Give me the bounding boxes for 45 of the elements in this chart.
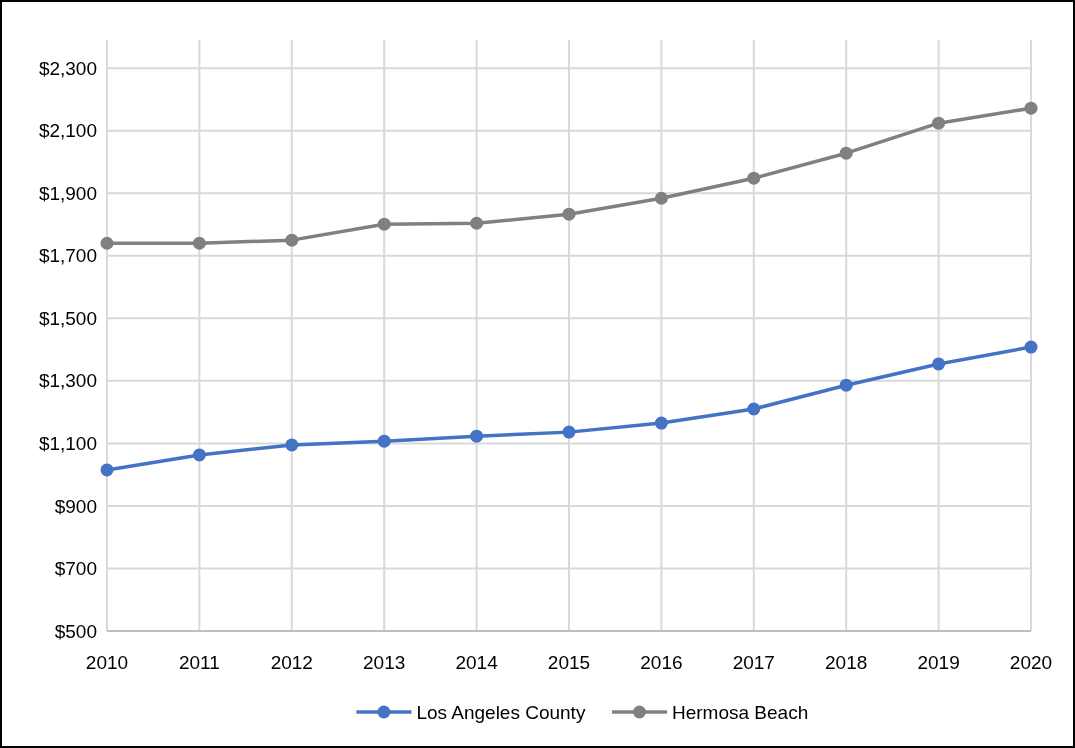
point xyxy=(654,416,668,430)
y-tick-label: $1,100 xyxy=(38,433,97,455)
x-tick-label: 2017 xyxy=(732,652,775,673)
point xyxy=(285,438,299,452)
point xyxy=(839,378,853,392)
y-tick-label: $1,300 xyxy=(38,370,97,392)
point xyxy=(1024,340,1038,354)
y-tick-label: $1,900 xyxy=(38,182,97,204)
x-tick-label: 2015 xyxy=(547,652,591,673)
legend-label: Hermosa Beach xyxy=(672,701,809,723)
point xyxy=(100,463,114,477)
y-tick-label: $2,100 xyxy=(38,120,97,142)
x-tick-label: 2018 xyxy=(825,652,868,673)
point xyxy=(839,146,853,160)
x-tick-label: 2020 xyxy=(1009,652,1053,673)
x-tick-label: 2016 xyxy=(640,652,683,673)
y-tick-label: $2,300 xyxy=(38,57,97,79)
point xyxy=(1024,101,1038,115)
point xyxy=(747,402,761,416)
point xyxy=(377,434,391,448)
x-tick-label: 2014 xyxy=(455,652,499,673)
point xyxy=(562,207,576,221)
point xyxy=(377,217,391,231)
point xyxy=(285,233,299,247)
point xyxy=(470,429,484,443)
x-tick-label: 2019 xyxy=(917,652,960,673)
point xyxy=(562,425,576,439)
x-tick-label: 2013 xyxy=(363,652,406,673)
y-tick-label: $1,700 xyxy=(38,245,97,267)
legend-label: Los Angeles County xyxy=(416,701,586,723)
x-tick-label: 2010 xyxy=(85,652,129,673)
y-tick-label: $900 xyxy=(54,495,97,517)
y-tick-label: $1,500 xyxy=(38,307,97,329)
x-tick-label: 2012 xyxy=(270,652,313,673)
point xyxy=(192,236,206,250)
x-tick-label: 2011 xyxy=(178,652,220,673)
point xyxy=(470,216,484,230)
point xyxy=(932,357,946,371)
point xyxy=(747,171,761,185)
point xyxy=(932,116,946,130)
point xyxy=(192,448,206,462)
y-tick-label: $500 xyxy=(54,620,97,642)
y-tick-label: $700 xyxy=(54,558,97,580)
point xyxy=(100,236,114,250)
point xyxy=(654,191,668,205)
